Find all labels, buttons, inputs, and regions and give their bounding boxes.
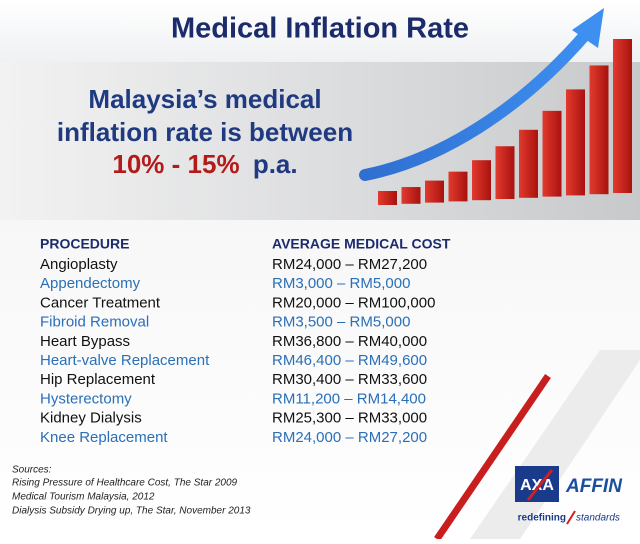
affin-logo: AFFIN bbox=[565, 476, 623, 497]
axa-text: AXA bbox=[520, 477, 554, 494]
procedure: Kidney Dialysis bbox=[40, 410, 142, 427]
decor-bar bbox=[448, 171, 468, 202]
growth-arrow bbox=[359, 29, 591, 181]
decor-bar bbox=[519, 129, 538, 198]
cost: RM3,500 – RM5,000 bbox=[272, 314, 410, 331]
decor-bar bbox=[589, 65, 609, 195]
cost: RM3,000 – RM5,000 bbox=[272, 275, 410, 292]
headline-line: Malaysia’s medical bbox=[88, 84, 321, 114]
headline-line: inflation rate is between bbox=[57, 117, 353, 147]
tagline: standards bbox=[576, 513, 620, 524]
tagline: redefining bbox=[518, 513, 566, 524]
arrow-head bbox=[572, 8, 604, 48]
title: Medical Inflation Rate bbox=[171, 13, 469, 45]
headline-range: 10% - 15% bbox=[112, 149, 239, 179]
growth-bars bbox=[378, 39, 632, 205]
source: Medical Tourism Malaysia, 2012 bbox=[12, 492, 155, 503]
decor-bar bbox=[613, 39, 632, 193]
headline-line: 10% - 15% p.a. bbox=[112, 149, 297, 179]
decor-bar bbox=[566, 89, 585, 196]
procedure: Cancer Treatment bbox=[40, 294, 161, 311]
sources: Sources: Rising Pressure of Healthcare C… bbox=[12, 465, 251, 517]
procedure: Knee Replacement bbox=[40, 429, 168, 446]
sources-label: Sources: bbox=[12, 465, 52, 476]
procedure: Hip Replacement bbox=[40, 371, 156, 388]
column-header: AVERAGE MEDICAL COST bbox=[272, 236, 451, 252]
column-header: PROCEDURE bbox=[40, 236, 129, 252]
cost: RM36,800 – RM40,000 bbox=[272, 333, 427, 350]
headline-unit: p.a. bbox=[253, 149, 298, 179]
tagline-slash bbox=[566, 510, 576, 525]
cost: RM46,400 – RM49,600 bbox=[272, 352, 427, 369]
procedure: Fibroid Removal bbox=[40, 314, 149, 331]
decor-bar bbox=[542, 110, 562, 197]
cost: RM24,000 – RM27,200 bbox=[272, 429, 427, 446]
source: Dialysis Subsidy Drying up, The Star, No… bbox=[12, 506, 251, 517]
decor-bar bbox=[495, 146, 515, 199]
cost: RM24,000 – RM27,200 bbox=[272, 256, 427, 273]
procedure: Angioplasty bbox=[40, 256, 118, 273]
diagonal-band bbox=[470, 350, 640, 539]
cost: RM20,000 – RM100,000 bbox=[272, 294, 435, 311]
procedure: Hysterectomy bbox=[40, 390, 132, 407]
cost: RM30,400 – RM33,600 bbox=[272, 371, 427, 388]
cost-table: Angioplasty RM24,000 – RM27,200 Appendecto… bbox=[40, 256, 435, 446]
procedure: Heart Bypass bbox=[40, 333, 130, 350]
source: Rising Pressure of Healthcare Cost, The … bbox=[12, 478, 238, 489]
procedure: Appendectomy bbox=[40, 275, 141, 292]
decor-bar bbox=[401, 187, 421, 204]
decor-bar bbox=[472, 160, 491, 201]
red-stripe bbox=[434, 374, 551, 541]
decor-bar bbox=[425, 180, 444, 203]
cost: RM11,200 – RM14,400 bbox=[272, 390, 426, 407]
cost: RM25,300 – RM33,000 bbox=[272, 410, 427, 427]
decor-bar bbox=[378, 191, 397, 205]
procedure: Heart-valve Replacement bbox=[40, 352, 210, 369]
axa-slash bbox=[526, 469, 554, 501]
